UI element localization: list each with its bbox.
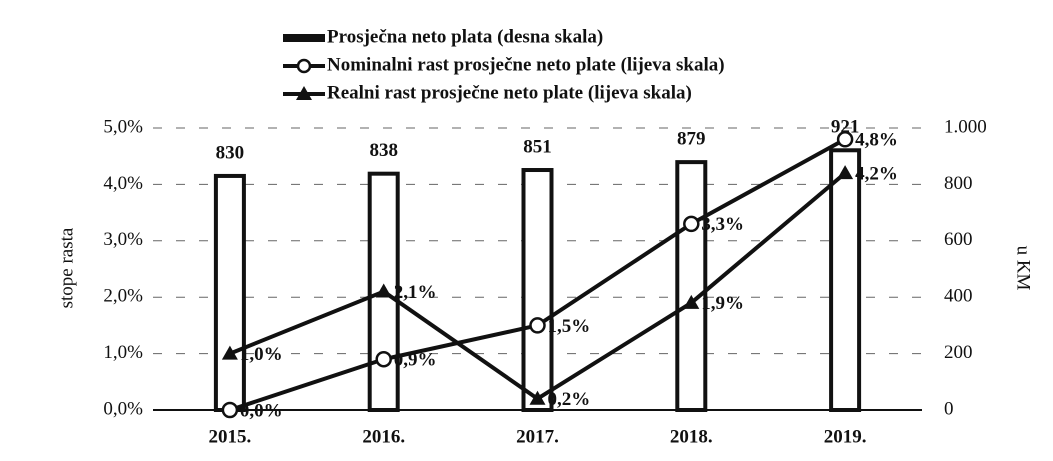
data-label: 0,0% [240, 400, 283, 421]
bar-label: 830 [216, 142, 245, 163]
legend-swatch [283, 34, 325, 42]
point [529, 317, 546, 334]
data-label: 2,1% [394, 282, 437, 303]
y2-tick-label: 400 [944, 286, 973, 307]
y-axis-label: stope rasta [56, 227, 77, 308]
data-label: 4,2% [855, 163, 898, 184]
point [837, 165, 854, 180]
legend-marker [296, 58, 312, 74]
y-tick-label: 2,0% [103, 286, 143, 307]
data-label: 1,5% [548, 316, 591, 337]
y-tick-label: 3,0% [103, 229, 143, 250]
bar [675, 160, 708, 412]
legend-label: Prosječna neto plata (desna skala) [327, 26, 603, 47]
bar [829, 148, 862, 412]
x-tick-label: 2019. [824, 426, 867, 447]
bar-label: 851 [523, 136, 552, 157]
x-tick-label: 2016. [362, 426, 405, 447]
y-tick-label: 1,0% [103, 342, 143, 363]
bar-label: 879 [677, 128, 706, 149]
x-tick-label: 2015. [209, 426, 252, 447]
y2-axis-label: u KM [1013, 246, 1034, 291]
data-label: 3,3% [701, 214, 744, 235]
y2-tick-label: 200 [944, 342, 973, 363]
point [529, 390, 546, 405]
bar [521, 168, 554, 412]
y2-tick-label: 600 [944, 229, 973, 250]
data-label: 0,9% [394, 350, 437, 371]
y-tick-label: 0,0% [103, 398, 143, 419]
y2-tick-label: 0 [944, 398, 954, 419]
point [221, 401, 239, 419]
bar [213, 173, 246, 412]
point [375, 283, 392, 298]
y2-tick-label: 800 [944, 173, 973, 194]
legend-label: Nominalni rast prosječne neto plate (lij… [327, 54, 725, 75]
y-tick-label: 4,0% [103, 173, 143, 194]
y2-tick-label: 1.000 [944, 116, 987, 137]
bar-label: 921 [831, 117, 860, 138]
point [375, 350, 392, 368]
data-label: 0,2% [548, 389, 591, 410]
legend-marker [296, 86, 312, 100]
legend-label: Realni rast prosječne neto plate (lijeva… [327, 82, 692, 103]
data-label: 4,8% [855, 130, 898, 151]
bar-label: 838 [369, 140, 398, 161]
data-label: 1,9% [701, 293, 744, 314]
data-label: 1,0% [240, 344, 283, 365]
point [683, 294, 700, 309]
x-tick-label: 2017. [516, 426, 559, 447]
y-tick-label: 5,0% [103, 116, 143, 137]
point [683, 215, 700, 233]
point [836, 131, 854, 148]
x-tick-label: 2018. [670, 426, 713, 447]
point [221, 345, 238, 360]
